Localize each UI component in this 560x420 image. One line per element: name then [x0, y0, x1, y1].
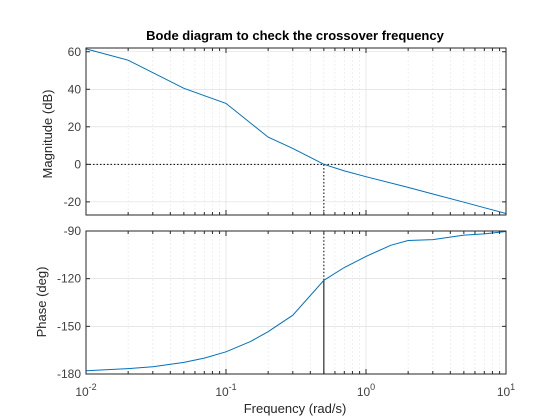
magnitude-y-tick-label: 20	[68, 120, 82, 134]
magnitude-series-line	[85, 48, 507, 214]
phase-axes-frame	[85, 230, 507, 375]
frequency-axis-label: Frequency (rad/s)	[244, 401, 347, 416]
magnitude-y-tick-label: -20	[64, 195, 82, 209]
phase-y-tick-label: -90	[64, 224, 82, 238]
magnitude-y-tick-label: 0	[74, 157, 81, 171]
phase-x-tick-label: 10-2	[75, 382, 96, 399]
phase-axis-label: Phase (deg)	[34, 267, 49, 338]
phase-series-line	[85, 231, 507, 372]
magnitude-axis-label: Magnitude (dB)	[40, 90, 55, 179]
phase-y-tick-label: -150	[57, 319, 81, 333]
phase-x-tick-label: 100	[357, 382, 375, 399]
magnitude-panel: 60 40 20 0 -20	[64, 45, 507, 216]
magnitude-y-tick-label: 40	[68, 82, 82, 96]
phase-x-tick-label: 10-1	[215, 382, 236, 399]
magnitude-y-tick-label: 60	[68, 45, 82, 59]
phase-y-tick-label: -120	[57, 272, 81, 286]
magnitude-axes-frame	[85, 47, 507, 216]
chart-title: Bode diagram to check the crossover freq…	[146, 28, 444, 43]
phase-y-tick-label: -180	[57, 367, 81, 381]
phase-x-tick-label: 101	[497, 382, 515, 399]
